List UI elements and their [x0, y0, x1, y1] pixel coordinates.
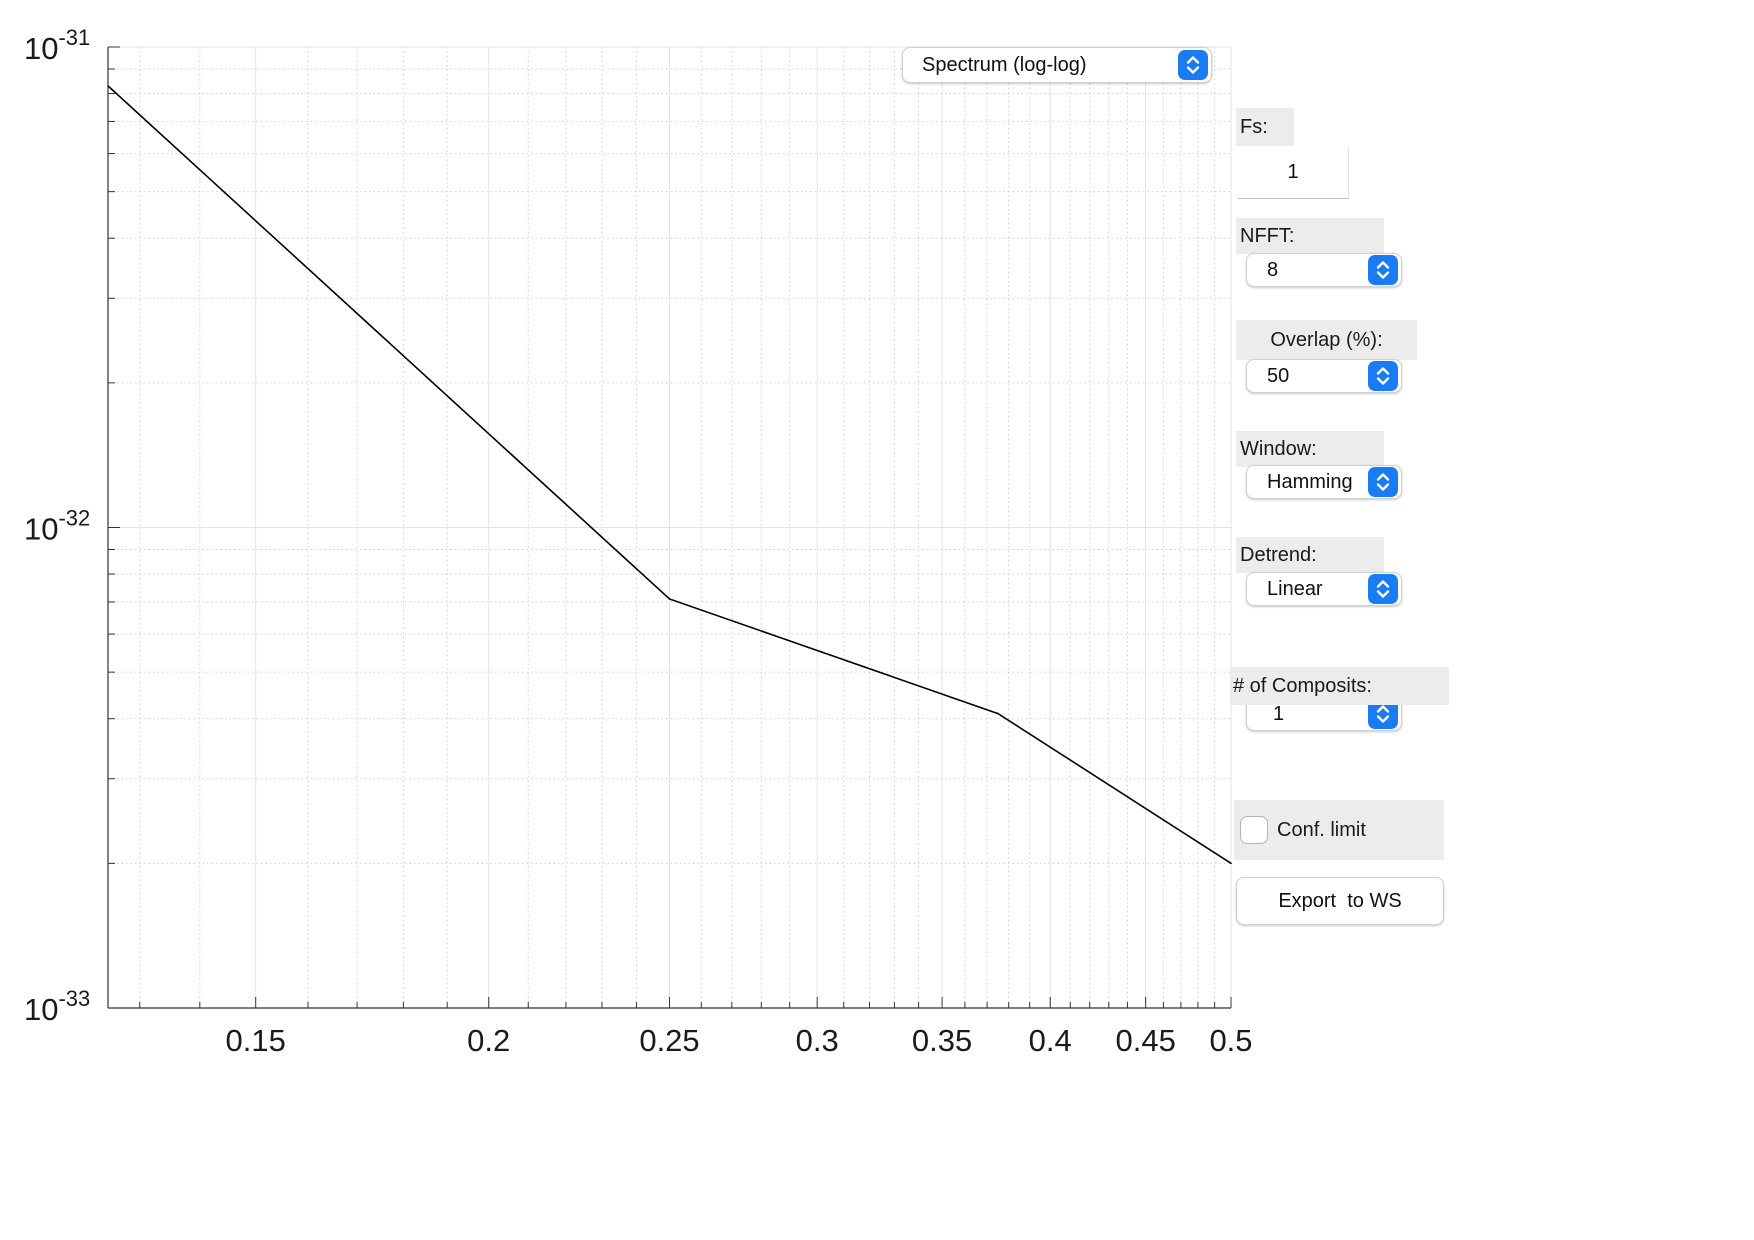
chevron-updown-icon — [1368, 255, 1398, 285]
y-tick-label: 10-33 — [24, 986, 90, 1027]
chevron-updown-icon — [1368, 467, 1398, 497]
data-point — [997, 712, 999, 715]
data-point — [1230, 862, 1232, 865]
conf-limit-panel[interactable]: Conf. limit — [1234, 800, 1444, 860]
chevron-updown-icon — [1178, 50, 1208, 80]
conf-limit-checkbox[interactable] — [1240, 816, 1268, 844]
window-label: Window: — [1236, 431, 1384, 467]
overlap-label: Overlap (%): — [1236, 320, 1417, 360]
fs-field[interactable]: 1 — [1238, 147, 1349, 199]
nfft-select[interactable]: 8 — [1246, 253, 1402, 287]
x-tick-label: 0.3 — [796, 1023, 839, 1058]
x-tick-label: 0.35 — [912, 1023, 972, 1058]
overlap-select[interactable]: 50 — [1246, 359, 1402, 393]
chevron-updown-icon — [1368, 574, 1398, 604]
conf-limit-label: Conf. limit — [1277, 818, 1366, 841]
fs-label: Fs: — [1236, 108, 1294, 146]
detrend-label: Detrend: — [1236, 537, 1384, 573]
series-line — [107, 85, 1232, 865]
window-value: Hamming — [1267, 470, 1353, 493]
overlap-value: 50 — [1267, 364, 1290, 387]
nfft-label: NFFT: — [1236, 218, 1384, 254]
tick-labels: 0.15 0.2 0.25 0.3 0.35 0.4 0.45 0.5 10-33 10-32 10… — [24, 25, 1253, 1058]
axes — [107, 46, 1232, 1009]
spectrum-plot[interactable]: 0.15 0.2 0.25 0.3 0.35 0.4 0.45 0.5 10-33 10-32 10… — [0, 0, 1390, 1110]
chevron-updown-icon — [1368, 361, 1398, 391]
detrend-select[interactable]: Linear — [1246, 572, 1402, 606]
detrend-value: Linear — [1267, 577, 1323, 600]
export-to-ws-button[interactable]: Export to WS — [1236, 877, 1444, 925]
x-tick-label: 0.5 — [1209, 1023, 1252, 1058]
x-tick-label: 0.2 — [467, 1023, 510, 1058]
plot-mode-select[interactable]: Spectrum (log-log) — [902, 47, 1212, 83]
composits-label: # of Composits: — [1230, 667, 1449, 705]
composits-value: 1 — [1273, 702, 1285, 725]
nfft-value: 8 — [1267, 258, 1279, 281]
x-tick-label: 0.4 — [1029, 1023, 1072, 1058]
y-tick-label: 10-32 — [24, 506, 90, 547]
x-tick-label: 0.15 — [226, 1023, 286, 1058]
y-tick-label: 10-31 — [24, 25, 90, 66]
data-point — [668, 598, 671, 600]
plot-mode-value: Spectrum (log-log) — [922, 53, 1087, 76]
x-tick-label: 0.45 — [1115, 1023, 1175, 1058]
x-tick-label: 0.25 — [639, 1023, 699, 1058]
window-select[interactable]: Hamming — [1246, 465, 1402, 499]
